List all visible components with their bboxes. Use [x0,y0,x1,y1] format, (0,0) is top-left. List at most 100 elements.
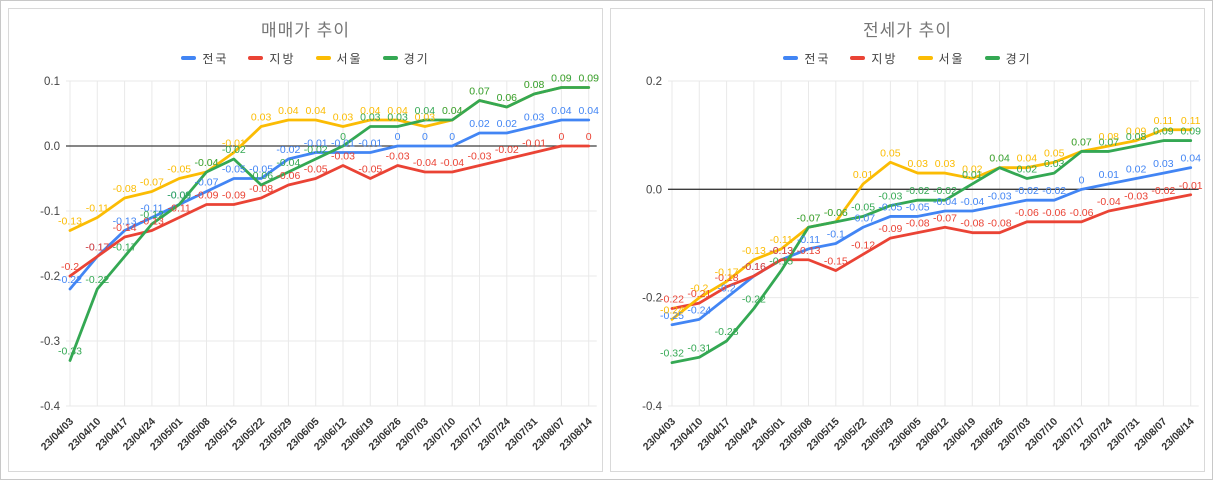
chart-title-jeonse: 전세가 추이 [863,21,952,40]
series-line-지방 [68,144,590,278]
data-point-label: -0.11 [769,234,792,246]
data-point-label: -0.13 [139,216,163,228]
data-point-label: 0.04 [578,105,599,117]
y-axis-tick-label: 0.2 [646,76,662,88]
chart-title-sale: 매매가 추이 [261,21,350,40]
data-point-label: -0.05 [303,164,327,176]
legend-item-2: 서울 [315,50,363,67]
data-point-label: -0.08 [987,218,1011,230]
data-point-label: 0.03 [387,112,408,124]
data-point-label: 0.07 [469,86,490,98]
data-point-label: 0 [421,131,427,143]
data-point-label: -0.06 [1069,207,1093,219]
legend-item-3: 경기 [382,50,430,67]
data-point-label: 0.04 [387,105,408,117]
data-point-label: -0.04 [440,157,464,169]
data-point-label: -0.04 [276,157,300,169]
data-point-label: -0.13 [769,245,793,257]
data-point-label: -0.15 [823,256,847,268]
data-point-label: -0.31 [687,342,711,354]
legend-label: 지방 [269,51,296,66]
legend-label: 서울 [938,51,965,66]
data-point-label: -0.01 [331,138,355,150]
data-point-label: -0.03 [385,151,409,163]
legend-item-1: 지방 [248,50,295,67]
data-point-label: 0.03 [1043,158,1064,170]
data-point-label: -0.05 [167,164,191,176]
y-axis-tick-label: -0.2 [40,271,60,283]
data-point-label: -0.03 [467,151,491,163]
data-point-label: -0.13 [112,216,136,228]
data-point-label: 0.11 [1153,115,1173,127]
data-point-label: -0.02 [221,144,245,156]
series-line-경기 [68,86,590,362]
data-point-label: -0.21 [687,288,711,300]
legend-swatch-icon [917,56,933,61]
data-point-label: 0 [558,131,564,143]
data-point-label: 0.04 [989,153,1010,165]
data-point-label: 0.09 [551,73,572,85]
data-point-label: 0.01 [1098,169,1119,181]
data-point-label: -0.22 [85,274,109,286]
series-line-지방 [670,193,1192,310]
data-point-label: -0.02 [905,185,929,197]
data-point-label: -0.12 [851,239,875,251]
data-point-label: -0.13 [58,216,82,228]
data-point-label: -0.13 [769,245,793,257]
data-point-label: 0.09 [578,73,599,85]
data-point-label: -0.13 [741,245,765,257]
data-point-label: 0 [394,131,400,143]
legend-swatch-icon [181,56,197,61]
data-point-label: -0.06 [249,170,273,182]
data-point-label: 0.02 [469,118,490,130]
legend-swatch-icon [984,56,1000,61]
data-point-label: 0.03 [523,112,544,124]
data-point-label: -0.13 [796,245,820,257]
legend-jeonse: 전국 지방 서울 경기 [783,50,1031,67]
data-point-label: -0.08 [905,218,929,230]
data-point-label: 0.07 [1071,136,1092,148]
legend-item-0: 전국 [783,50,830,67]
series-line-서울 [670,128,1192,321]
y-axis-tick-label: -0.3 [40,336,60,348]
data-point-label: 0.09 [578,73,599,85]
legend-label: 서울 [336,51,363,66]
data-point-label: -0.04 [194,157,218,169]
legend-sale: 전국 지방 서울 경기 [181,50,429,67]
data-point-label: -0.15 [769,256,793,268]
data-point-label: -0.09 [167,190,191,202]
legend-swatch-icon [850,56,866,61]
data-point-label: 0.08 [1098,131,1119,143]
data-point-label: 0.09 [1153,126,1174,138]
sale-price-chart-panel: 매매가 추이 전국 지방 서울 경기 0.1 0.0 -0.1 -0.2 -0.3 -0.4 23… [8,8,603,472]
data-point-label: 0.04 [551,105,572,117]
data-point-label: -0.02 [303,144,327,156]
data-point-label: -0.33 [58,346,82,358]
data-point-label: -0.09 [221,190,245,202]
y-axis-tick-label: 0.0 [646,184,662,196]
data-point-label: -0.08 [112,183,136,195]
data-point-label: 0.04 [441,105,462,117]
data-point-label: -0.22 [741,294,765,306]
data-point-label: -0.02 [1151,185,1175,197]
legend-item-2: 서울 [917,50,965,67]
data-point-label: -0.05 [905,201,929,213]
data-point-label: 0.04 [414,105,435,117]
legend-swatch-icon [248,56,264,61]
data-point-label: -0.17 [85,242,109,254]
data-point-label: 0 [449,131,455,143]
data-point-label: -0.01 [1178,180,1202,192]
data-point-label: -0.01 [303,138,327,150]
data-point-label: 0.03 [250,112,271,124]
y-axis-tick-label: -0.4 [40,401,60,413]
data-point-label: -0.14 [112,222,136,234]
data-point-label: 0.03 [414,112,435,124]
data-point-label: -0.05 [358,164,382,176]
data-point-label: -0.03 [878,191,902,203]
legend-swatch-icon [315,56,331,61]
data-point-label: -0.01 [358,138,382,150]
series-line-경기 [670,139,1192,365]
data-point-label: 0.08 [1125,131,1146,143]
data-point-label: -0.2 [690,283,708,295]
data-point-label: 0.09 [1180,126,1201,138]
